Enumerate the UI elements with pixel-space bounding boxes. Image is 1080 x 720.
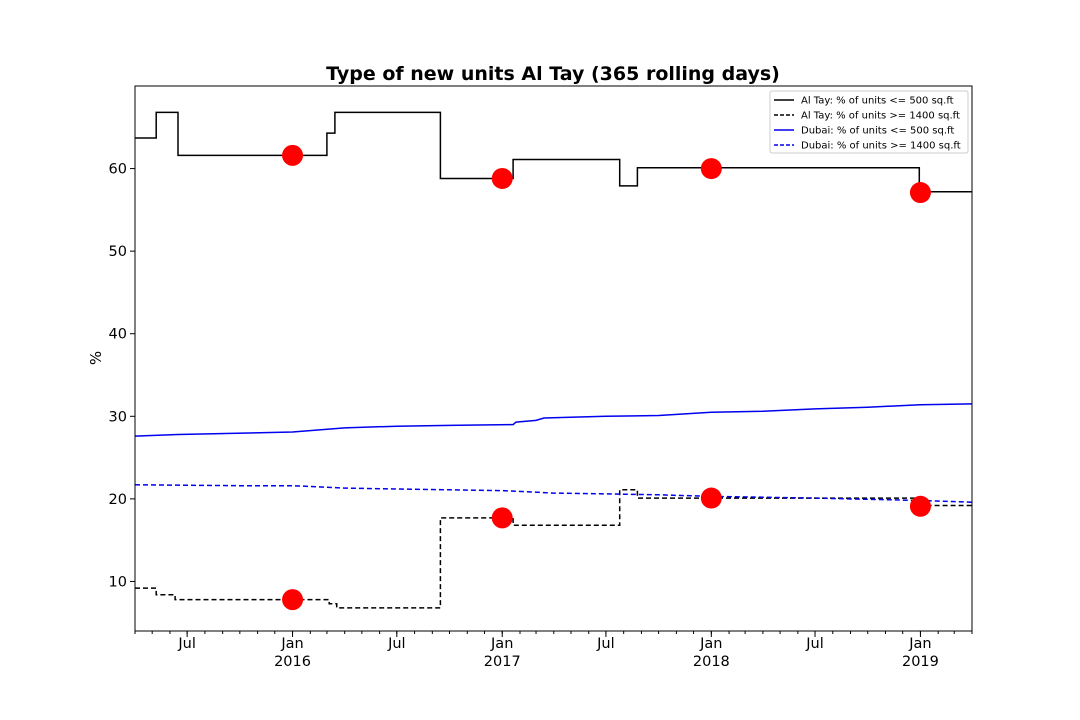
highlight-marker xyxy=(700,158,722,180)
highlight-marker xyxy=(282,144,304,166)
y-axis-label: % xyxy=(87,351,105,365)
chart-title: Type of new units Al Tay (365 rolling da… xyxy=(326,63,780,85)
x-tick-label: Jan xyxy=(280,636,303,652)
legend-label: Dubai: % of units >= 1400 sq.ft xyxy=(801,141,961,152)
x-tick-year-label: 2016 xyxy=(274,654,311,670)
x-tick-year-label: 2019 xyxy=(902,654,939,670)
x-tick-label: Jul xyxy=(177,636,196,652)
x-tick-year-label: 2018 xyxy=(693,654,730,670)
y-tick-label: 30 xyxy=(109,409,127,425)
y-tick-label: 50 xyxy=(109,244,127,260)
legend-box xyxy=(769,90,969,154)
plot-area: 10 20 30 40 50 60 Jul Jan 2016 Jul Jan 2017 Jul Jan 20… xyxy=(109,111,973,670)
x-tick-label: Jul xyxy=(387,636,406,652)
y-tick-label: 10 xyxy=(109,574,127,590)
x-tick-year-label: 2017 xyxy=(484,654,521,670)
highlight-marker xyxy=(700,487,722,509)
x-tick-label: Jan xyxy=(699,636,722,652)
highlight-marker xyxy=(909,182,931,204)
highlight-marker xyxy=(282,589,304,611)
highlight-marker xyxy=(491,167,513,189)
legend: Al Tay: % of units <= 500 sq.ft Al Tay: %… xyxy=(769,90,969,154)
x-tick-label: Jan xyxy=(908,636,931,652)
highlight-marker xyxy=(491,507,513,529)
series-line-1 xyxy=(135,111,972,193)
highlight-marker xyxy=(909,495,931,517)
x-tick-label: Jul xyxy=(596,636,615,652)
y-tick-label: 40 xyxy=(109,327,127,343)
y-tick-label: 20 xyxy=(109,492,127,508)
series-line-4 xyxy=(134,484,973,503)
legend-label: Al Tay: % of units <= 500 sq.ft xyxy=(801,96,954,107)
x-tick-label: Jan xyxy=(490,636,513,652)
legend-label: Dubai: % of units <= 500 sq.ft xyxy=(801,126,954,137)
legend-label: Al Tay: % of units >= 1400 sq.ft xyxy=(801,111,960,122)
plot-frame xyxy=(134,85,973,632)
y-tick-label: 60 xyxy=(109,162,127,178)
series-line-2 xyxy=(135,489,972,609)
series-line-3 xyxy=(134,403,973,437)
x-tick-label: Jul xyxy=(805,636,824,652)
